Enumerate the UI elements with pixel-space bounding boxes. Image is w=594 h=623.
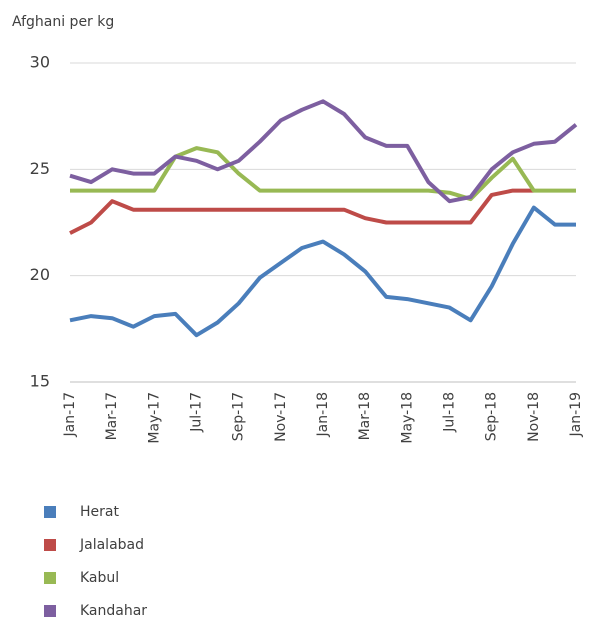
legend-swatch — [44, 605, 56, 617]
series-line — [69, 205, 576, 338]
y-axis-label: Afghani per kg — [12, 14, 114, 30]
x-tick-label: May-17 — [146, 392, 162, 444]
x-tick-label: Jan-17 — [62, 392, 78, 437]
legend-swatch — [44, 572, 56, 584]
legend-label: Kandahar — [80, 603, 147, 619]
x-tick-label: Mar-17 — [104, 392, 120, 440]
series-line — [69, 99, 578, 204]
x-tick-label: Jan-18 — [315, 392, 331, 437]
x-tick-label: Jul-17 — [189, 392, 205, 433]
legend-label: Jalalabad — [79, 537, 144, 553]
y-tick-label: 20 — [30, 265, 50, 284]
y-tick-label: 30 — [30, 53, 50, 72]
y-tick-label: 15 — [30, 372, 50, 391]
x-tick-label: Sep-18 — [484, 392, 500, 441]
series-line — [70, 146, 576, 202]
legend-swatch — [44, 506, 56, 518]
x-tick-label: Nov-17 — [273, 392, 289, 442]
y-tick-label: 25 — [30, 159, 50, 178]
x-tick-label: Mar-18 — [357, 392, 373, 440]
x-tick-label: Jul-18 — [442, 392, 458, 433]
series-line — [69, 188, 534, 235]
legend-swatch — [44, 539, 56, 551]
x-tick-label: May-18 — [399, 392, 415, 444]
legend-label: Kabul — [80, 570, 119, 586]
x-tick-label: Nov-18 — [526, 392, 542, 442]
legend-label: Herat — [80, 504, 119, 520]
x-tick-label: Jan-19 — [568, 392, 584, 437]
x-tick-label: Sep-17 — [231, 392, 247, 441]
